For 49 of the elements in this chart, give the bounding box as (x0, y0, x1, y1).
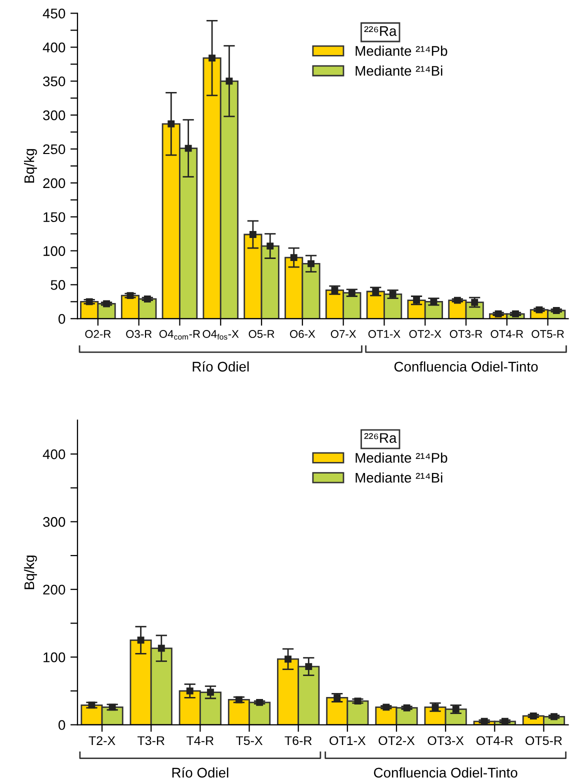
text: Confluencia Odiel-Tinto (394, 361, 538, 372)
y-tick-label: 400 (42, 42, 66, 52)
y-tick-label: 0 (58, 314, 66, 324)
x-tick-label: O5-R (248, 330, 274, 338)
y-tick-label: 200 (43, 584, 66, 595)
x-tick-label: OT2-X (409, 330, 442, 338)
text: Río Odiel (192, 361, 249, 372)
x-tick-label: OT2-X (378, 736, 415, 746)
y-axis-title: Bq/kg (24, 149, 37, 183)
x-tick-label: OT1-X (368, 330, 400, 338)
x-tick-label: OT3-R (450, 330, 482, 338)
y-tick-label: 450 (42, 8, 66, 18)
legend-title: ²²⁶Ra (364, 26, 397, 36)
x-tick-label: O6-X (290, 330, 316, 338)
x-tick-label: OT5-R (526, 736, 562, 746)
legend-label: Mediante ²¹⁴Bi (356, 66, 442, 76)
x-tick-label: O7-X (330, 330, 356, 338)
x-tick-label: O4$_{fos}$-X (202, 330, 239, 340)
y-tick-label: 400 (42, 449, 66, 460)
y-tick-label: 250 (43, 144, 66, 154)
x-tick-label: O3-R (126, 330, 152, 338)
x-tick-label: T5-X (236, 736, 263, 746)
y-axis-title: Bq/kg (24, 556, 37, 590)
legend-label: Mediante ²¹⁴Pb (356, 46, 448, 56)
y-tick-label: 150 (44, 212, 66, 222)
x-tick-label: OT1-X (330, 736, 366, 746)
y-tick-label: 300 (43, 517, 66, 527)
legend-label: Mediante ²¹⁴Bi (356, 472, 442, 483)
y-tick-label: 200 (43, 178, 66, 188)
x-tick-label: O2-R (85, 330, 111, 338)
legend-title: ²²⁶Ra (364, 433, 397, 443)
legend-label: Mediante ²¹⁴Pb (356, 452, 448, 463)
y-tick-label: 100 (44, 246, 66, 256)
x-tick-label: OT3-X (428, 736, 464, 746)
x-tick-label: T4-R (186, 736, 214, 745)
y-tick-label: 350 (43, 76, 66, 86)
x-tick-label: T3-R (138, 736, 164, 746)
x-tick-label: T2-X (88, 736, 116, 745)
x-tick-label: OT5-R (532, 330, 564, 338)
y-tick-label: 0 (58, 720, 66, 730)
y-tick-label: 300 (43, 110, 66, 120)
x-tick-label: OT4-R (490, 330, 524, 338)
y-tick-label: 50 (50, 280, 66, 290)
x-tick-label: T6-R (284, 736, 312, 746)
text: Río Odiel (172, 767, 228, 778)
x-tick-label: O4$_{com}$-R (159, 330, 200, 340)
y-tick-label: 100 (44, 652, 66, 662)
text: Confluencia Odiel-Tinto (374, 767, 518, 778)
x-tick-label: OT4-R (476, 736, 513, 746)
